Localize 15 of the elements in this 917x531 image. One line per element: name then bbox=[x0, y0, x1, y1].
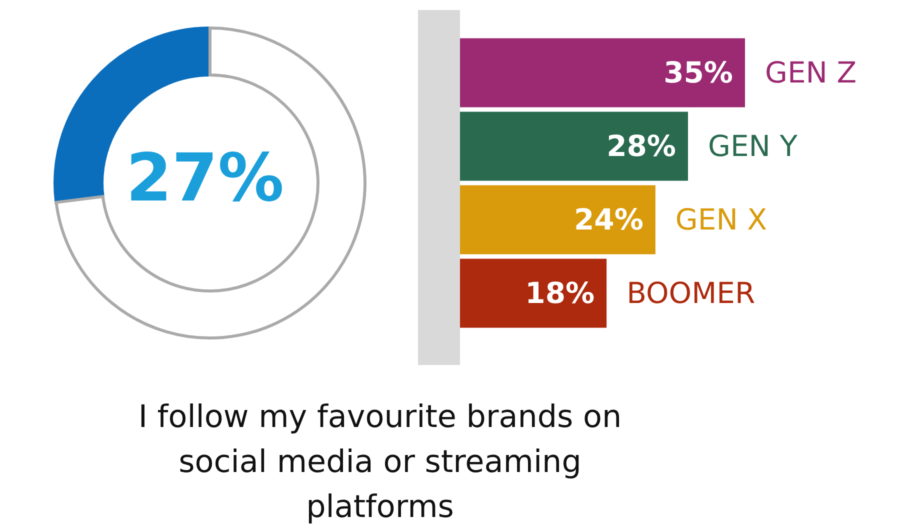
donut-slice bbox=[54, 26, 366, 340]
y-tick-label: GEN X bbox=[675, 202, 768, 237]
data-label: 27% bbox=[126, 140, 284, 216]
y-tick-label: GEN Y bbox=[708, 129, 798, 164]
data-label: 35% bbox=[664, 56, 733, 90]
bar bbox=[460, 112, 688, 181]
y-tick-label: BOOMER bbox=[626, 276, 756, 310]
data-label: 18% bbox=[525, 276, 595, 310]
y-tick-label: GEN Z bbox=[765, 56, 857, 90]
bar bbox=[460, 38, 745, 108]
data-label: 28% bbox=[606, 129, 676, 164]
bar bbox=[460, 258, 607, 328]
text: I follow my favourite brands on social media or streaming platforms bbox=[137, 398, 623, 527]
data-label: 24% bbox=[574, 202, 644, 237]
bar bbox=[460, 185, 656, 254]
